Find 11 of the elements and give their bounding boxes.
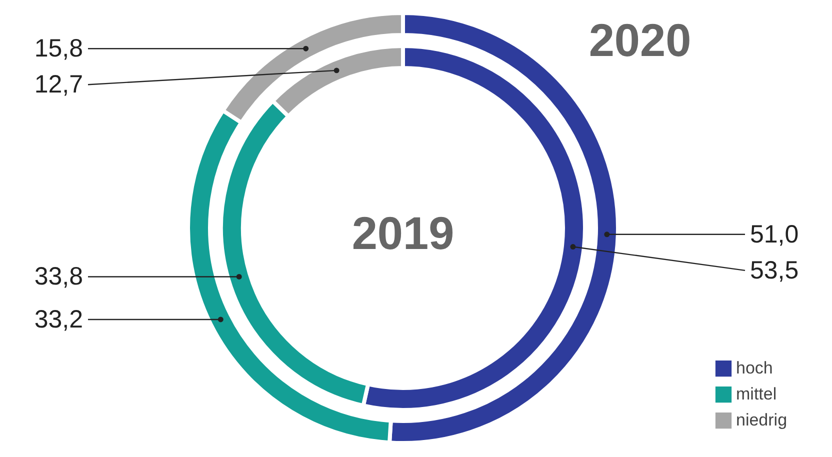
data-label: 15,8 xyxy=(34,34,83,63)
data-label: 12,7 xyxy=(34,70,83,99)
data-label: 33,2 xyxy=(34,305,83,334)
legend-label: hoch xyxy=(736,358,773,378)
slice-label: 2019 xyxy=(352,207,454,259)
data-label: 33,8 xyxy=(34,262,83,291)
legend-label: niedrig xyxy=(736,410,788,430)
slice-label: 2020 xyxy=(588,14,692,66)
data-label: 53,5 xyxy=(750,256,799,284)
legend-label: mittel xyxy=(736,384,777,404)
data-label: 51,0 xyxy=(750,220,799,248)
